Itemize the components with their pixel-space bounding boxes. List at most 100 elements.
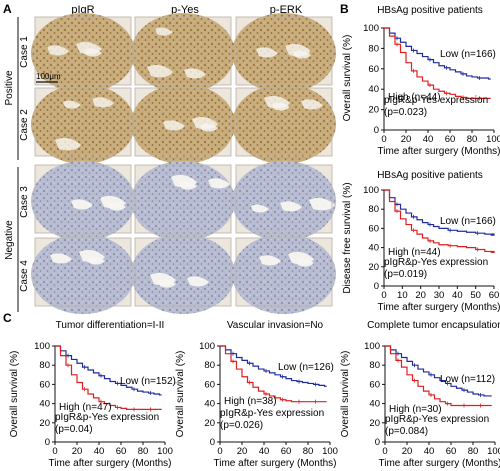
y-tick-label: 60 (39, 379, 50, 390)
x-tick-label: 60 (446, 446, 457, 457)
chart-title: HBsAg positive patients (377, 5, 483, 16)
tile-border (235, 237, 333, 307)
tissue-core (31, 84, 135, 164)
km-chart-c3: Complete tumor encapsulation 0 20 40 60 80 10 0… (340, 320, 500, 469)
y-tick-label: 0 (374, 281, 379, 292)
tile-border (134, 164, 232, 234)
ihc-tile-case3-col3 (232, 161, 336, 241)
annotation-expression: pIgR&p-Yes expression (55, 412, 159, 423)
ihc-tile-case3-col1 (31, 161, 135, 241)
y-tick-label: 0 (45, 437, 50, 448)
x-tick-label: 60 (281, 446, 292, 457)
y-tick-label: 0 (374, 125, 379, 136)
x-tick-label: 50 (470, 290, 481, 301)
case-label-4: Case 4 (19, 260, 30, 292)
annotation-pvalue: (p=0.084) (385, 426, 428, 437)
annotation-pvalue: (p=0.026) (220, 420, 263, 431)
ihc-tiles (31, 13, 336, 314)
x-tick-label: 80 (468, 446, 479, 457)
y-tick-label: 80 (368, 43, 379, 54)
x-tick-label: 20 (72, 446, 83, 457)
y-tick-label: 100 (199, 341, 215, 352)
x-tick-label: 80 (467, 134, 478, 145)
x-tick-label: 60 (489, 290, 500, 301)
series-line-high (220, 345, 327, 403)
tile-border (134, 237, 232, 307)
x-axis-label: Time after surgery (Months) (378, 146, 500, 157)
y-tick-label: 40 (369, 399, 380, 410)
tissue-gap (163, 120, 185, 131)
x-tick-label: 30 (434, 290, 445, 301)
group-label-negative: Negative (4, 220, 15, 260)
tissue-gap (55, 137, 81, 151)
tissue-gap (63, 100, 81, 109)
km-chart-b1: HBsAg positive patients 0 20 40 60 80 100 0 20 40… (342, 5, 500, 157)
series-line-low (385, 345, 492, 397)
chart-title: Tumor differentiation=I-II (56, 320, 165, 331)
tissue-core (131, 234, 235, 314)
x-axis-label: Time after surgery (Months) (49, 458, 172, 469)
tissue-gap (288, 251, 314, 265)
x-tick-label: 60 (116, 446, 127, 457)
y-tick-label: 100 (363, 23, 379, 34)
x-tick-label: 40 (423, 134, 434, 145)
series-label-low: Low (n=166) (440, 49, 496, 60)
chart-title: Vascular invasion=No (227, 320, 324, 331)
x-tick-label: 80 (138, 446, 149, 457)
x-tick-label: 0 (217, 446, 222, 457)
tissue-gap (208, 178, 230, 189)
x-tick-label: 40 (452, 290, 463, 301)
y-tick-label: 0 (210, 437, 215, 448)
tissue-gap (285, 43, 311, 57)
km-chart-c2: Vascular invasion=No 0 20 40 60 80 100 0 20 40 60 8… (175, 320, 338, 469)
km-chart-c1: Tumor differentiation=I-II 0 20 40 60 80 100 0 2… (9, 320, 176, 469)
series-label-low: Low (n=152) (120, 376, 176, 387)
ihc-tile-case4-col3 (232, 234, 336, 314)
tissue-gap (155, 27, 173, 36)
tissue-gap (150, 272, 176, 286)
chart-title: HBsAg positive patients (377, 170, 483, 181)
x-tick-label: 0 (382, 446, 387, 457)
annotation-pvalue: (p=0.023) (384, 107, 427, 118)
x-axis-label: Time after surgery (Months) (379, 458, 500, 469)
case-label-3: Case 3 (19, 186, 30, 218)
series-line-high (55, 345, 162, 410)
tissue-gap (251, 204, 269, 213)
y-tick-label: 0 (375, 437, 380, 448)
tissue-gap (92, 97, 114, 108)
y-tick-label: 20 (368, 105, 379, 116)
tissue-gap (100, 195, 126, 209)
tissue-gap (264, 95, 290, 109)
y-tick-label: 60 (204, 379, 215, 390)
x-tick-label: 20 (401, 134, 412, 145)
series-label-high: High (n=30) (389, 404, 442, 415)
y-tick-label: 20 (368, 262, 379, 273)
x-tick-label: 100 (157, 446, 173, 457)
annotation-expression: pIgR&p-Yes expression (385, 414, 489, 425)
tissue-gap (147, 64, 173, 78)
series-line-low (384, 27, 491, 80)
column-label-pigr: pIgR (71, 4, 94, 16)
annotation-expression: pIgR&p-Yes expression (384, 257, 488, 268)
ihc-tile-case2-col1 (31, 84, 135, 164)
tissue-gap (171, 174, 197, 188)
x-tick-label: 20 (415, 290, 426, 301)
annotation-expression: pIgR&p-Yes expression (220, 408, 324, 419)
case-label-1: Case 1 (19, 36, 30, 68)
tile-border (235, 87, 333, 157)
x-tick-label: 60 (445, 134, 456, 145)
tissue-core (232, 161, 336, 241)
ihc-tile-case2-col3 (232, 84, 336, 164)
x-tick-label: 40 (259, 446, 270, 457)
tissue-gap (79, 249, 105, 263)
case-label-2: Case 2 (19, 109, 30, 141)
series-line-high (384, 189, 495, 253)
y-tick-label: 80 (39, 360, 50, 371)
tissue-gap (280, 201, 302, 212)
y-tick-label: 100 (363, 185, 379, 196)
series-line-low (384, 189, 495, 236)
y-tick-label: 40 (368, 243, 379, 254)
tile-border (235, 164, 333, 234)
ihc-tile-case4-col1 (31, 234, 135, 314)
